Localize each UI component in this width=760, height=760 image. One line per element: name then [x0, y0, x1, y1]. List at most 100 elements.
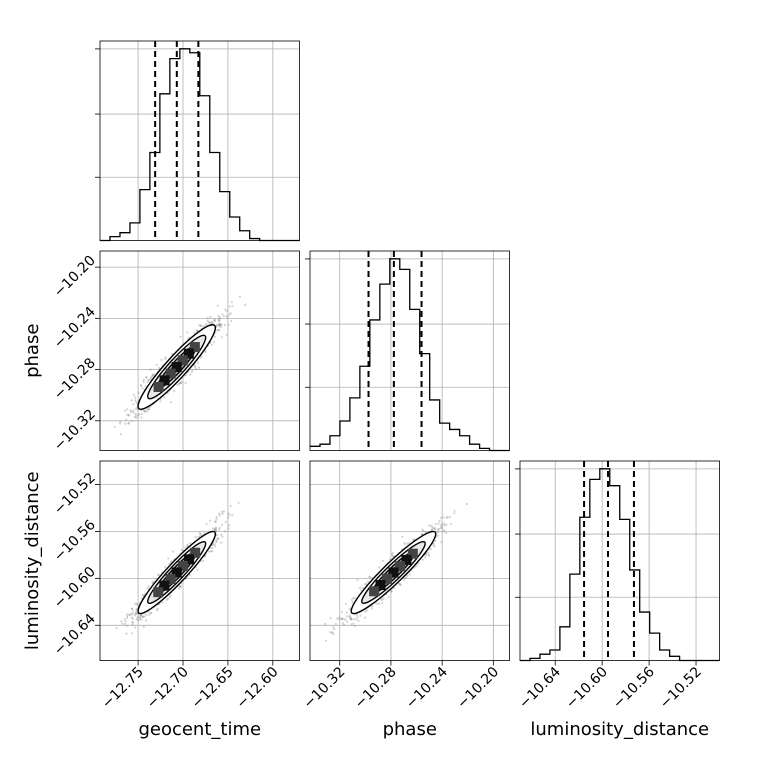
scatter-point — [133, 415, 136, 418]
density-cell — [165, 574, 176, 585]
scatter-point — [217, 528, 221, 531]
scatter-point — [219, 324, 222, 327]
x-tick-label: −10.64 — [516, 664, 564, 712]
scatter-point — [238, 295, 241, 298]
scatter-point — [189, 373, 192, 376]
scatter-point — [217, 315, 220, 318]
scatter-point — [165, 598, 168, 602]
scatter-point — [198, 535, 202, 538]
scatter-point — [223, 530, 226, 533]
density-core — [369, 548, 418, 597]
scatter-point — [434, 528, 437, 531]
scatter-point — [217, 329, 220, 332]
scatter-point — [465, 502, 468, 506]
scatter-point — [427, 551, 430, 555]
scatter-point — [215, 518, 218, 521]
scatter-point — [196, 329, 199, 332]
density-panel-phase-luminosity_distance — [309, 460, 510, 661]
scatter-point — [147, 585, 150, 588]
scatter-point — [134, 612, 137, 615]
scatter-point — [124, 422, 127, 425]
scatter-point — [119, 433, 122, 436]
density-cell — [177, 355, 188, 366]
scatter-point — [198, 366, 201, 369]
scatter-point — [391, 553, 394, 556]
scatter-point — [170, 352, 174, 355]
scatter-point — [244, 303, 247, 306]
scatter-point — [220, 523, 224, 527]
histogram-panel-geocent_time — [95, 40, 300, 242]
scatter-point — [127, 413, 131, 416]
scatter-point — [176, 383, 179, 387]
scatter-point — [159, 400, 162, 403]
scatter-point — [332, 633, 335, 636]
y-tick-label: −10.64 — [51, 611, 99, 659]
density-panel-geocent_time-phase — [99, 250, 300, 451]
scatter-point — [127, 422, 130, 425]
scatter-point — [149, 375, 153, 378]
scatter-point — [151, 374, 154, 377]
scatter-point — [421, 558, 424, 561]
scatter-point — [221, 512, 224, 515]
panel-content — [113, 295, 247, 436]
scatter-point — [142, 625, 145, 628]
scatter-point — [365, 609, 368, 612]
scatter-point — [389, 558, 392, 561]
scatter-point — [156, 607, 159, 610]
scatter-point — [401, 535, 404, 538]
scatter-point — [194, 368, 198, 371]
scatter-point — [331, 631, 334, 634]
scatter-point — [156, 609, 159, 612]
scatter-point — [128, 614, 131, 617]
scatter-point — [381, 598, 384, 601]
scatter-point — [179, 381, 182, 385]
scatter-point — [415, 564, 418, 567]
scatter-point — [115, 627, 118, 630]
scatter-point — [345, 615, 348, 618]
x-axis-label-luminosity_distance: luminosity_distance — [530, 719, 709, 740]
scatter-point — [143, 409, 146, 412]
scatter-point — [349, 617, 353, 621]
scatter-point — [113, 425, 116, 428]
scatter-point — [387, 596, 390, 599]
scatter-point — [354, 624, 357, 628]
scatter-point — [353, 597, 356, 600]
density-cell — [159, 580, 170, 591]
scatter-point — [130, 616, 133, 619]
scatter-point — [439, 527, 442, 530]
y-tick-label: −10.20 — [51, 253, 99, 301]
scatter-point — [126, 616, 129, 620]
scatter-point — [150, 611, 153, 614]
scatter-point — [214, 520, 217, 523]
scatter-point — [124, 620, 127, 623]
scatter-point — [211, 320, 214, 324]
scatter-point — [231, 514, 234, 517]
scatter-point — [423, 556, 427, 559]
scatter-point — [432, 544, 435, 547]
scatter-point — [218, 324, 221, 327]
scatter-point — [428, 524, 431, 527]
x-tick-label: −10.24 — [403, 664, 451, 712]
scatter-point — [131, 612, 134, 616]
scatter-point — [221, 535, 224, 538]
scatter-point — [137, 616, 140, 619]
scatter-point — [206, 317, 209, 320]
scatter-point — [197, 535, 200, 538]
scatter-point — [360, 589, 363, 592]
scatter-point — [227, 512, 230, 515]
scatter-point — [126, 413, 129, 416]
scatter-point — [127, 414, 130, 417]
scatter-point — [443, 524, 446, 527]
scatter-point — [230, 301, 233, 304]
scatter-point — [134, 407, 137, 410]
scatter-point — [227, 527, 230, 530]
scatter-point — [215, 540, 218, 543]
scatter-point — [216, 304, 219, 307]
density-cell — [375, 580, 386, 591]
scatter-point — [177, 383, 181, 386]
scatter-point — [214, 527, 217, 530]
scatter-point — [391, 555, 394, 558]
scatter-point — [352, 596, 355, 600]
scatter-point — [445, 516, 448, 519]
